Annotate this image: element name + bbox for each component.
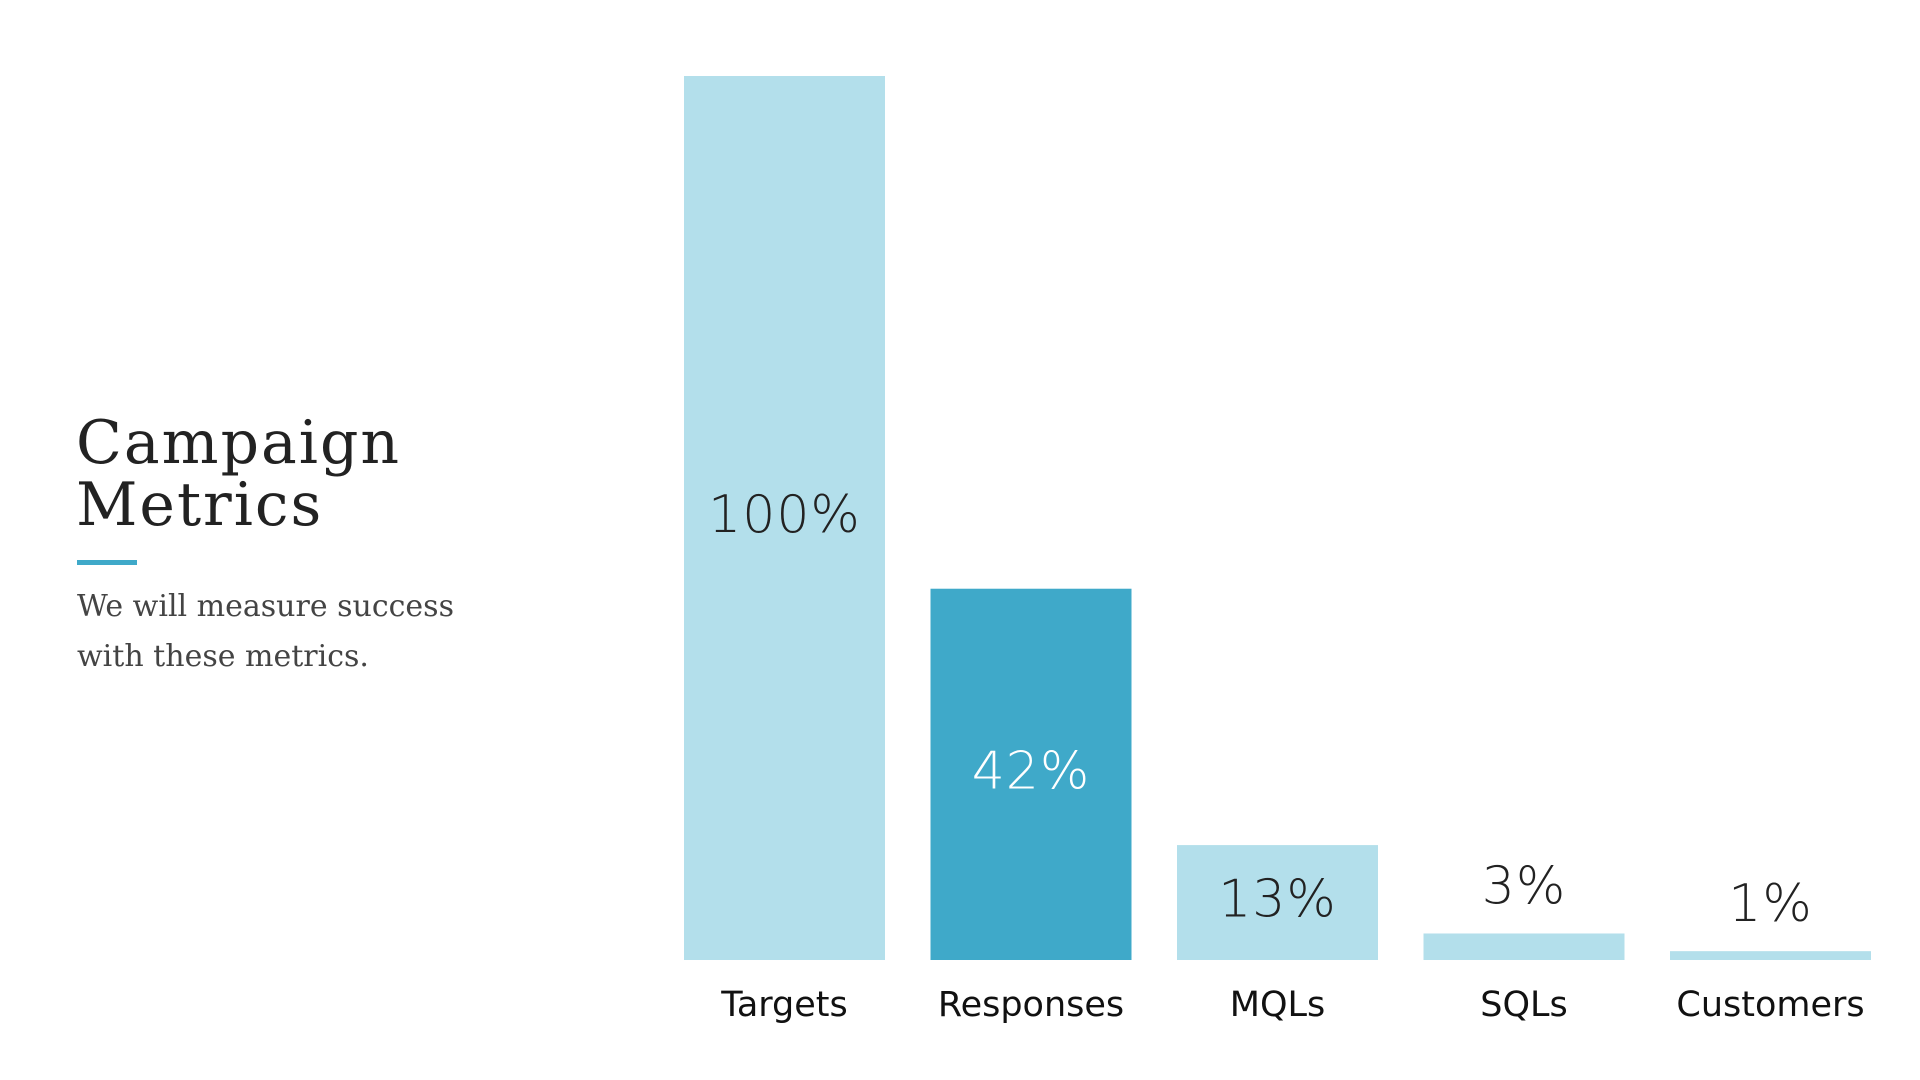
x-tick-label: SQLs — [1480, 985, 1568, 1025]
value-label: 13% — [1218, 870, 1337, 930]
bar — [930, 588, 1132, 960]
x-tick-label: Responses — [938, 985, 1124, 1025]
title-underline — [77, 560, 137, 565]
slide-subtitle: We will measure success with these metri… — [77, 589, 454, 674]
bar — [1670, 951, 1871, 960]
x-tick-label: MQLs — [1230, 985, 1325, 1025]
bar — [1423, 933, 1625, 960]
bar — [684, 76, 885, 960]
bar — [1177, 845, 1378, 960]
value-label: 42% — [972, 741, 1091, 801]
slide-title: Campaign Metrics — [76, 408, 401, 540]
x-tick-label: Targets — [720, 985, 848, 1025]
value-label: 100% — [708, 485, 861, 545]
value-label: 1% — [1728, 874, 1813, 934]
x-tick-label: Customers — [1676, 985, 1864, 1025]
value-label: 3% — [1482, 856, 1567, 916]
